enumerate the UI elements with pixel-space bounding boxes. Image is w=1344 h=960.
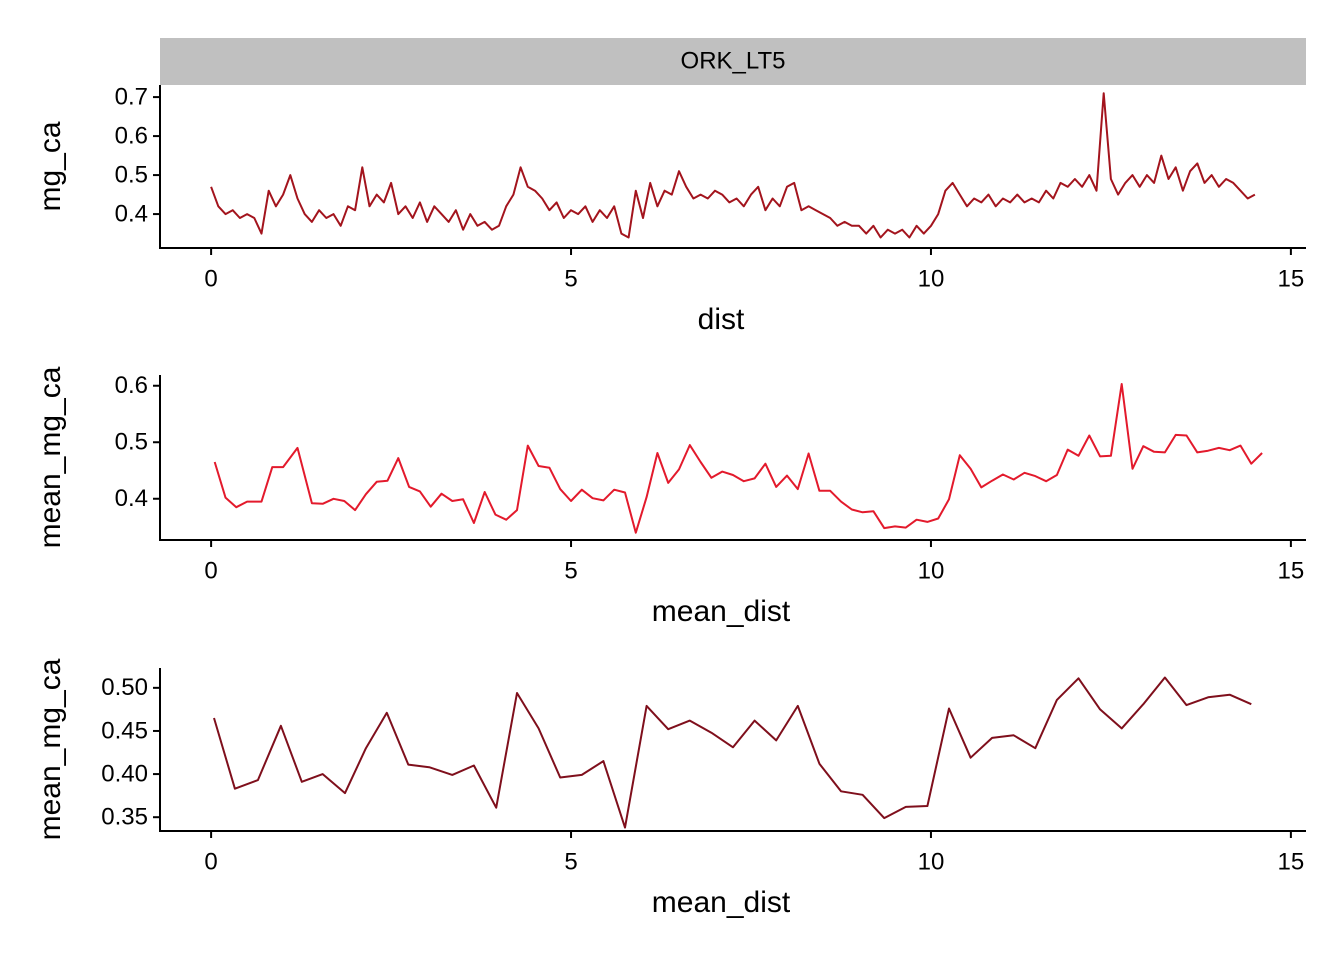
x-axis-title: mean_dist — [652, 886, 791, 919]
y-tick-label: 0.5 — [115, 161, 148, 188]
y-tick-label: 0.7 — [115, 83, 148, 110]
x-tick-label: 15 — [1278, 557, 1305, 584]
x-tick-label: 0 — [204, 265, 217, 292]
x-tick-label: 15 — [1278, 848, 1305, 875]
x-tick-label: 15 — [1278, 265, 1305, 292]
x-tick-label: 0 — [204, 557, 217, 584]
data-line — [213, 383, 1263, 534]
y-tick-label: 0.4 — [115, 200, 148, 227]
x-axis-title: mean_dist — [652, 595, 791, 628]
x-tick-label: 5 — [564, 265, 577, 292]
x-tick-label: 10 — [918, 557, 945, 584]
x-tick-label: 10 — [918, 848, 945, 875]
x-axis-title: dist — [698, 303, 745, 336]
y-tick-label: 0.50 — [101, 674, 148, 701]
y-tick-label: 0.35 — [101, 804, 148, 831]
y-tick-label: 0.45 — [101, 717, 148, 744]
facet-label: ORK_LT5 — [681, 47, 786, 74]
y-axis-title: mean_mg_ca — [34, 658, 67, 840]
y-tick-label: 0.6 — [115, 122, 148, 149]
x-tick-label: 5 — [564, 557, 577, 584]
x-tick-label: 5 — [564, 848, 577, 875]
facet-strip — [160, 38, 1306, 85]
y-axis-title: mean_mg_ca — [34, 366, 67, 548]
y-axis-title: mg_ca — [34, 121, 67, 211]
y-tick-label: 0.4 — [115, 485, 148, 512]
data-line — [210, 92, 1256, 239]
x-tick-label: 0 — [204, 848, 217, 875]
y-tick-label: 0.40 — [101, 760, 148, 787]
data-line — [213, 676, 1252, 829]
y-tick-label: 0.6 — [115, 372, 148, 399]
x-tick-label: 10 — [918, 265, 945, 292]
y-tick-label: 0.5 — [115, 429, 148, 456]
